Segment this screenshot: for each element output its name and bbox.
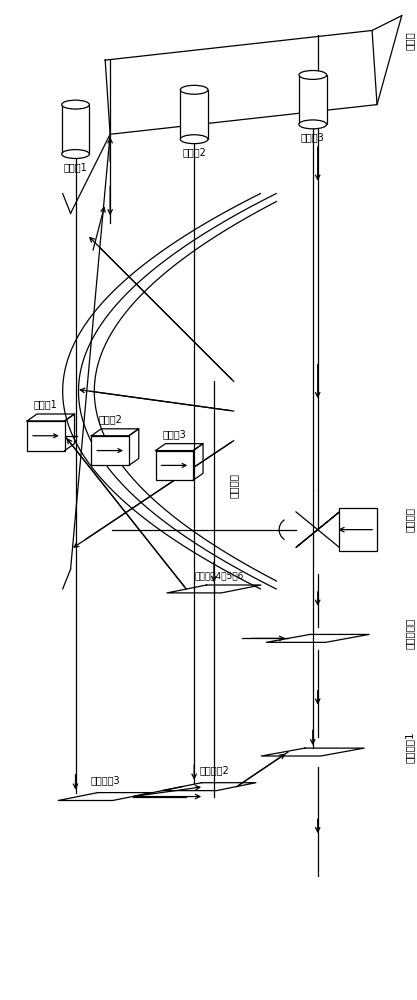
Text: 扫描面: 扫描面	[404, 31, 414, 50]
Text: 二向色镜1: 二向色镜1	[404, 731, 414, 763]
Bar	[180, 90, 208, 139]
Bar	[27, 421, 65, 451]
Text: 半透半反镜: 半透半反镜	[404, 618, 414, 649]
Bar	[299, 75, 327, 124]
Bar	[91, 436, 129, 465]
Ellipse shape	[180, 85, 208, 94]
Text: 激光器3: 激光器3	[301, 132, 324, 142]
Bar	[156, 451, 193, 480]
Text: 激光器1: 激光器1	[64, 162, 88, 172]
Text: 光偶转器: 光偶转器	[404, 507, 414, 532]
Text: 探测器2: 探测器2	[98, 414, 122, 424]
Ellipse shape	[180, 135, 208, 144]
Text: 探测器3: 探测器3	[163, 429, 186, 439]
Ellipse shape	[299, 71, 327, 79]
Ellipse shape	[299, 120, 327, 129]
Bar	[339, 508, 377, 551]
Text: 二向色镜2: 二向色镜2	[199, 765, 229, 775]
Text: 二向色镜4、5、6: 二向色镜4、5、6	[194, 571, 244, 580]
Text: 激光器2: 激光器2	[182, 147, 206, 157]
Bar	[62, 105, 89, 154]
Ellipse shape	[62, 150, 89, 158]
Text: 二向色镜3: 二向色镜3	[90, 775, 120, 785]
Text: 抛物面镜: 抛物面镜	[229, 473, 239, 498]
Text: 探测器1: 探测器1	[34, 399, 58, 409]
Ellipse shape	[62, 100, 89, 109]
